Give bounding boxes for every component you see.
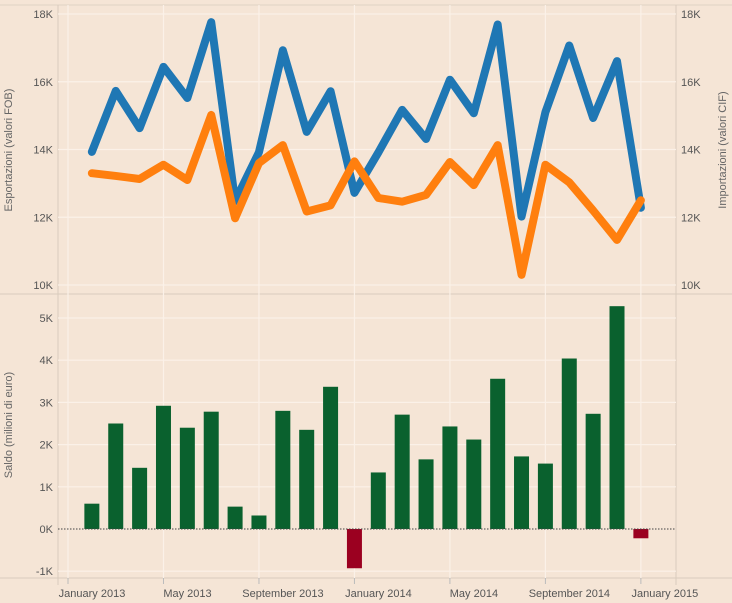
saldo-bar [346,529,362,569]
saldo-bar [514,456,530,529]
saldo-bar [537,463,553,529]
right-y-tick-label: 14K [681,145,701,157]
saldo-bar [418,459,434,529]
saldo-bar [203,411,219,529]
x-tick-label: May 2013 [163,588,211,600]
left-y-tick-label: 14K [33,145,53,157]
x-tick-label: September 2014 [529,588,610,600]
left-y-tick-label: 16K [33,77,53,89]
saldo-bar [155,405,171,529]
saldo-bar [227,506,243,529]
saldo-bar [394,414,410,529]
x-tick-label: January 2013 [59,588,126,600]
x-tick-label: January 2015 [632,588,699,600]
right-y-tick-label: 10K [681,280,701,292]
saldo-bar [442,426,458,529]
saldo-y-tick-label: 5K [40,313,54,325]
saldo-y-tick-label: -1K [36,566,54,578]
saldo-bar [299,429,315,529]
exports-line [87,18,645,221]
left-y-tick-label: 18K [33,9,53,21]
x-tick-label: May 2014 [450,588,498,600]
saldo-bar [84,503,100,529]
saldo-bar [323,386,339,529]
saldo-bar [633,529,649,539]
saldo-y-tick-label: 2K [40,440,54,452]
saldo-bar [275,410,291,529]
x-tick-label: September 2013 [242,588,323,600]
saldo-bar [370,472,386,529]
saldo-axis-title: Saldo (milioni di euro) [3,372,15,478]
saldo-bar [561,358,577,529]
right-y-tick-label: 12K [681,212,701,224]
saldo-bar [108,423,124,529]
saldo-bar [609,306,625,529]
saldo-y-tick-label: 1K [40,482,54,494]
right-axis-title: Importazioni (valori CIF) [717,91,729,208]
saldo-bar [179,427,195,529]
saldo-bar [251,515,267,529]
left-axis-title: Esportazioni (valori FOB) [3,89,15,212]
right-y-tick-label: 16K [681,77,701,89]
x-tick-label: January 2014 [345,588,412,600]
right-y-tick-label: 18K [681,9,701,21]
imports-line [87,110,645,279]
saldo-y-tick-label: 0K [40,524,54,536]
left-y-tick-label: 10K [33,280,53,292]
saldo-y-tick-label: 4K [40,355,54,367]
saldo-bar [466,439,482,529]
saldo-y-tick-label: 3K [40,397,54,409]
saldo-bar [490,378,506,529]
saldo-bar [132,467,148,529]
left-y-tick-label: 12K [33,212,53,224]
saldo-bar [585,413,601,529]
